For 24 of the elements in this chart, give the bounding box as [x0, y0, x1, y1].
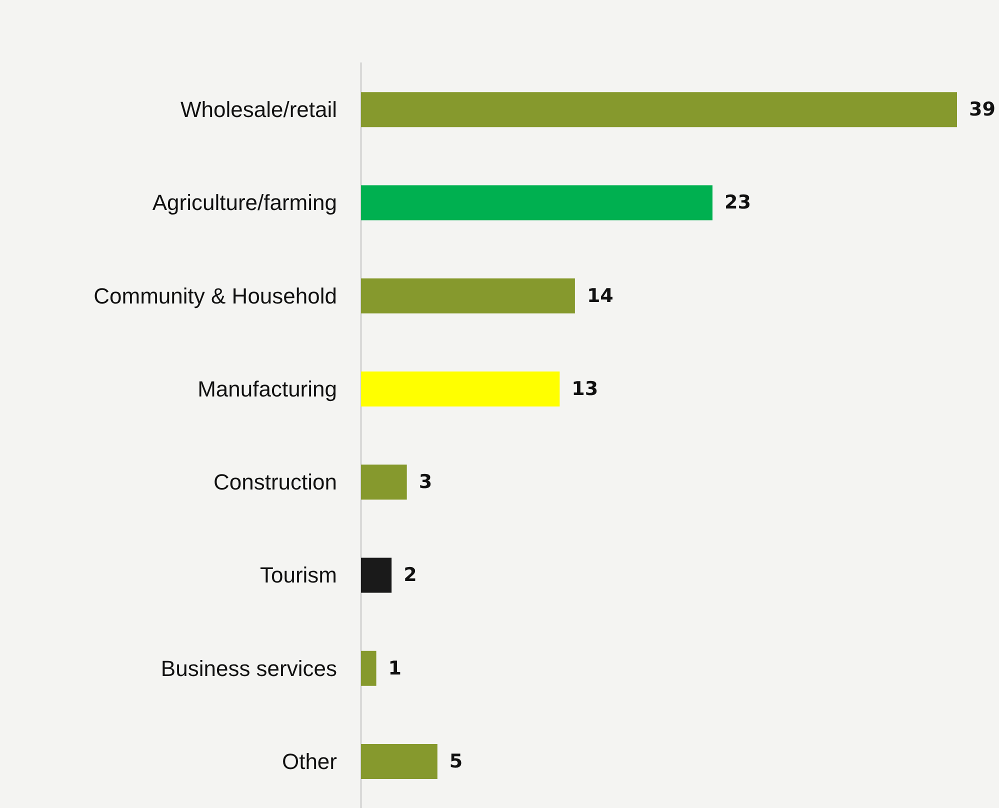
bar: [361, 650, 376, 686]
bar: [361, 744, 438, 779]
data-label: 14: [586, 284, 614, 307]
bar: [361, 558, 392, 593]
y-tick-label: Construction: [213, 470, 337, 495]
data-label: 13: [572, 378, 598, 400]
bar: [361, 371, 560, 406]
bar: [361, 92, 957, 128]
y-tick-label: Wholesale/retail: [180, 97, 337, 122]
data-label: 23: [724, 192, 751, 214]
y-tick-label: Business services: [160, 656, 337, 681]
y-tick-label: Community & Household: [94, 283, 337, 308]
y-tick-label: Agriculture/farming: [152, 190, 337, 216]
y-tick-label: Other: [282, 748, 337, 774]
data-label: 5: [449, 750, 463, 772]
y-tick-label: Manufacturing: [198, 376, 337, 402]
data-label: 2: [404, 564, 417, 586]
y-tick-label: Tourism: [260, 562, 337, 588]
bar: [361, 464, 407, 500]
bar: [361, 185, 712, 220]
data-label: 39: [969, 98, 996, 121]
data-label: 1: [388, 657, 402, 680]
bar: [361, 278, 575, 314]
data-label: 3: [418, 471, 432, 494]
